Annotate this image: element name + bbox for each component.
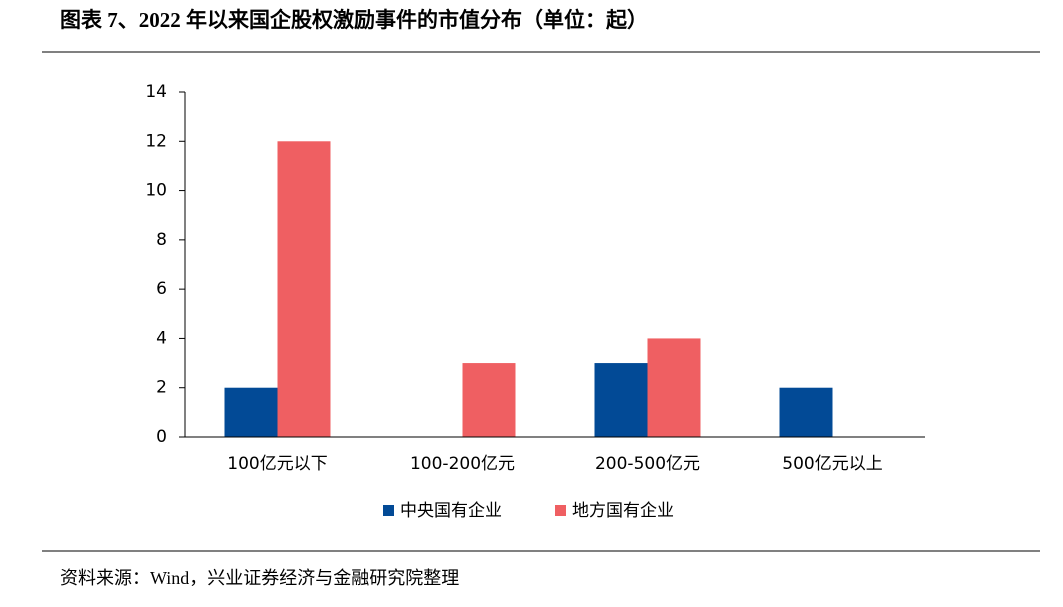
y-tick-label: 4 — [156, 328, 167, 348]
bar — [594, 363, 648, 437]
bar — [277, 141, 331, 438]
y-tick-label: 8 — [156, 230, 167, 250]
x-tick-label: 100-200亿元 — [410, 454, 515, 474]
y-tick-label: 12 — [145, 131, 167, 151]
bar — [462, 363, 516, 437]
legend-label: 地方国有企业 — [572, 501, 674, 521]
y-tick-label: 14 — [145, 82, 167, 102]
legend-swatch — [555, 505, 566, 516]
y-tick-label: 6 — [156, 279, 167, 299]
bar — [224, 387, 278, 437]
y-tick-label: 10 — [145, 181, 167, 201]
bar — [647, 338, 701, 437]
chart-title: 图表 7、2022 年以来国企股权激励事件的市值分布（单位：起） — [60, 8, 648, 32]
legend-swatch — [383, 505, 394, 516]
bar — [779, 387, 833, 437]
x-tick-label: 100亿元以下 — [227, 454, 327, 474]
legend-label: 中央国有企业 — [400, 501, 502, 521]
y-tick-label: 2 — [156, 378, 167, 398]
source-note: 资料来源：Wind，兴业证券经济与金融研究院整理 — [60, 568, 459, 588]
y-tick-label: 0 — [156, 427, 167, 447]
x-tick-label: 200-500亿元 — [595, 454, 700, 474]
x-tick-label: 500亿元以上 — [782, 454, 882, 474]
